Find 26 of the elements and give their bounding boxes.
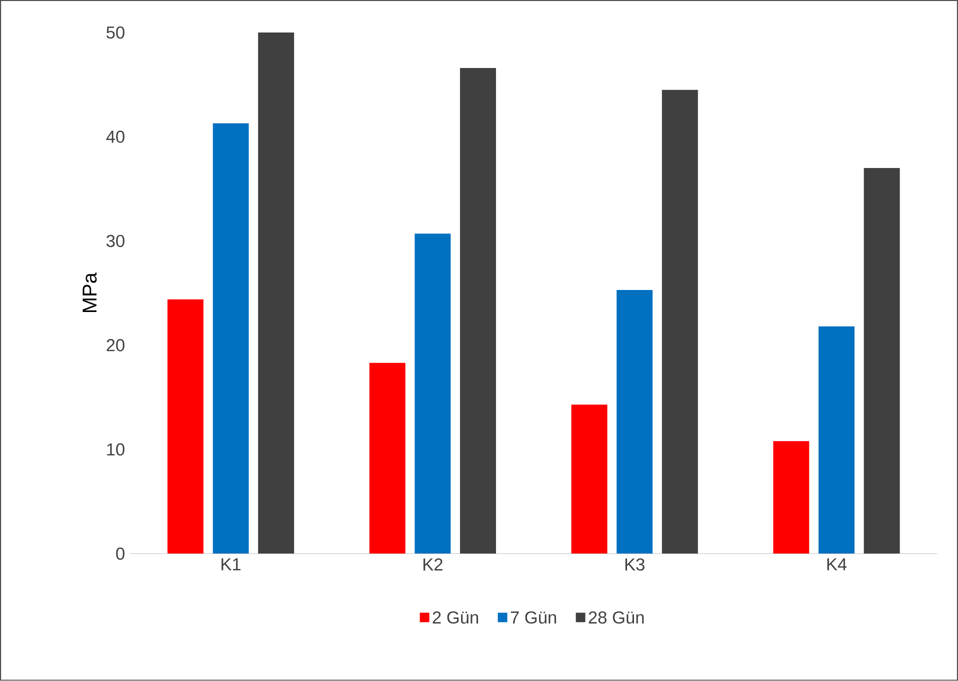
y-tick-label: 50 xyxy=(106,26,124,39)
bar xyxy=(414,234,451,554)
y-tick-label: 20 xyxy=(106,339,124,352)
x-tick-label: K4 xyxy=(827,558,847,570)
legend-label: 2 Gün xyxy=(432,611,478,624)
bar xyxy=(460,68,496,554)
y-tick-label: 30 xyxy=(106,234,124,248)
bar xyxy=(662,90,698,554)
bar xyxy=(212,123,249,554)
bar xyxy=(616,290,653,554)
x-tick-label: K2 xyxy=(424,558,442,571)
bar xyxy=(818,326,855,554)
y-tick-label: 10 xyxy=(107,443,124,456)
legend-label: 28 Gün xyxy=(588,611,644,624)
y-tick-label: 40 xyxy=(106,130,124,143)
bar xyxy=(864,168,900,554)
y-tick-label: 0 xyxy=(116,548,124,560)
legend-label: 7 Gün xyxy=(510,611,556,624)
bar xyxy=(773,441,810,554)
bar xyxy=(571,404,608,554)
y-axis-title: MPa xyxy=(82,272,97,312)
x-tick-label: K1 xyxy=(222,558,241,570)
bar xyxy=(369,363,406,554)
bar xyxy=(167,299,204,554)
x-tick-label: K3 xyxy=(625,558,644,571)
bar xyxy=(258,32,294,554)
